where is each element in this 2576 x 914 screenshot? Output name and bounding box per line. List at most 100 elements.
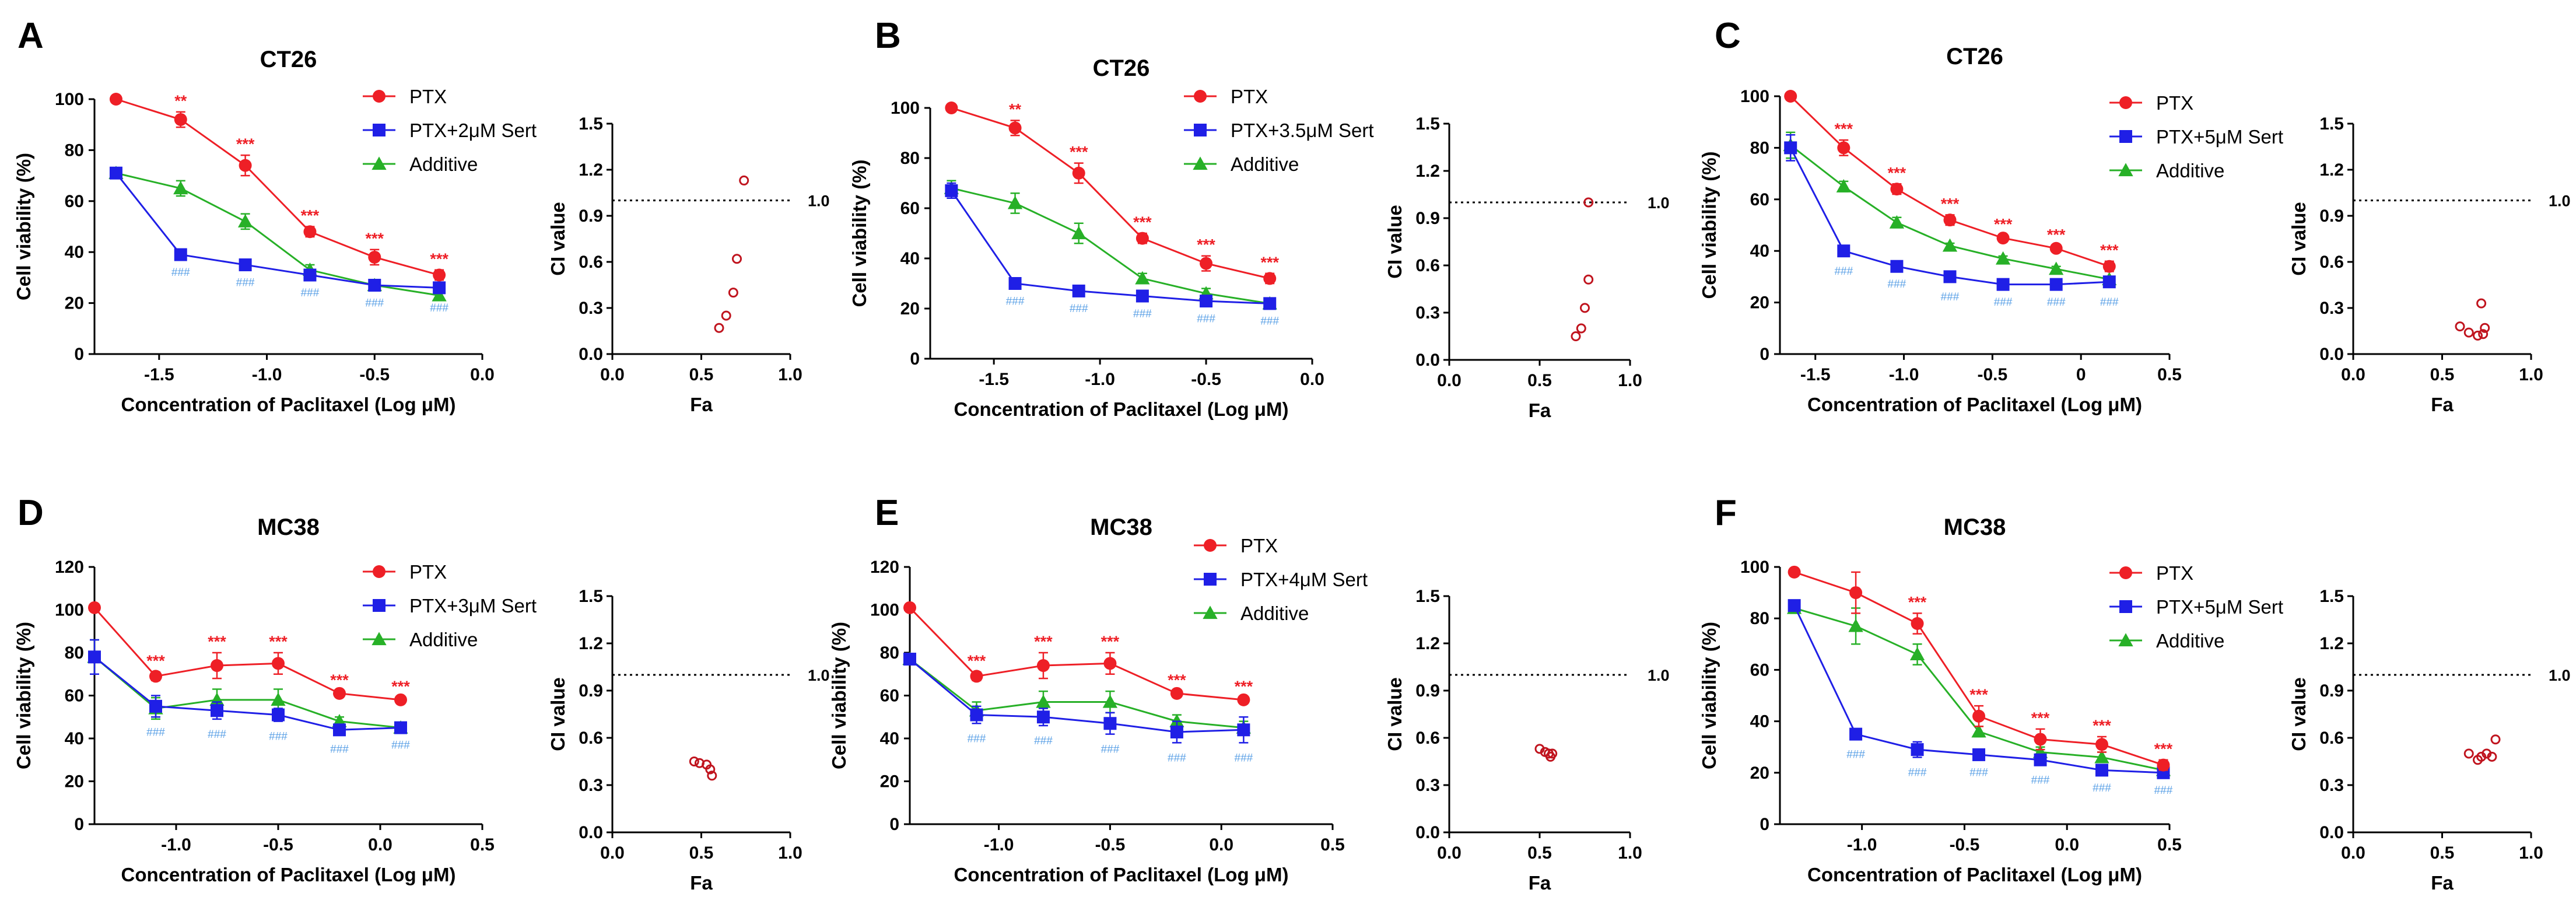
data-point [1848,618,1863,632]
significance-stars: *** [968,652,986,670]
data-point [1837,141,1850,155]
series-line [951,187,1270,304]
y-tick-label: 0 [1760,345,1769,364]
y-tick-label: 0 [74,345,84,364]
series-line [909,658,1244,729]
significance-hashes: ### [1197,313,1215,325]
significance-hashes: ### [236,276,255,289]
data-point [1169,713,1184,727]
x-tick-label: -1.5 [1800,365,1831,384]
series-ptx-sert [1784,134,2116,291]
x-axis-label: Concentration of Paclitaxel (Log μM) [1807,394,2142,415]
ci-y-tick-label: 1.5 [2319,114,2344,134]
data-point [1942,238,1958,252]
legend: PTX PTX+5μM Sert Additive [2109,92,2283,181]
y-tick-label: 20 [1750,293,1769,313]
legend-label: Additive [2156,160,2224,181]
ci-plot: 0.0 0.3 0.6 0.9 1.2 1.5 0.0 0.5 1.0 Fa CI value 1.0 [1384,114,1670,421]
ci-y-tick-label: 1.2 [1415,634,1440,653]
data-point [1909,647,1925,661]
ci-point [2463,327,2474,338]
legend-marker [2119,600,2132,613]
data-point [368,279,381,292]
series-line [115,98,440,276]
significance-stars: *** [430,250,448,268]
y-tick-label: 0 [74,815,84,834]
chart-title: CT26 [1946,44,2003,69]
panel-c: C CT26 0 20 40 60 80 100 -1.5 -1.0 -0.5 0 0.5 Concent… [1698,16,2571,415]
series-line [909,607,1244,701]
significance-stars: *** [1835,120,1853,138]
ci-y-tick-label: 0.3 [2319,776,2344,795]
data-point [333,687,346,700]
ci-point [714,323,724,333]
ci-point [2463,748,2474,759]
x-axis-label: Concentration of Paclitaxel (Log μM) [1807,864,2142,885]
legend-marker [371,156,387,170]
ci-x-tick-label: 0.0 [2341,365,2365,384]
ci-x-tick-label: 0.5 [689,843,714,863]
ci-x-axis-label: Fa [690,394,713,415]
ci-x-axis-label: Fa [690,872,713,894]
data-point [211,704,223,717]
ci-point [1580,303,1590,313]
legend-marker [373,124,385,136]
y-tick-label: 20 [1750,764,1769,783]
significance-stars: *** [1260,254,1279,271]
series-line [115,172,440,296]
significance-hashes: ### [1260,316,1279,328]
data-point [1836,179,1851,192]
x-tick-label: 0.0 [368,835,392,855]
legend-marker [1193,156,1208,170]
y-tick-label: 0 [1760,815,1769,834]
data-point [1036,710,1050,724]
y-axis-label: Cell viability (%) [849,159,870,307]
data-point [1007,195,1023,209]
significance-stars: *** [301,207,320,225]
x-tick-label: -0.5 [359,365,390,384]
ci-x-tick-label: 0.0 [1437,843,1462,863]
significance-stars: *** [1969,686,1988,703]
x-tick-label: -1.0 [1085,370,1115,389]
y-tick-label: 120 [55,558,84,577]
data-point [1071,226,1087,240]
data-point [945,184,958,197]
data-point [1135,271,1150,285]
ci-y-tick-label: 0.9 [1415,209,1440,228]
significance-hashes: ### [2093,782,2111,794]
legend-label: PTX [1240,535,1278,556]
legend-marker [1194,124,1207,136]
ci-y-tick-label: 0.6 [2319,253,2344,272]
legend: PTX PTX+2μM Sert Additive [363,86,537,175]
legend: PTX PTX+3.5μM Sert Additive [1184,86,1374,175]
data-point [368,250,381,264]
data-point [1170,725,1183,738]
ci-y-tick-label: 0.0 [579,345,603,364]
ci-point [739,175,749,185]
series-line [94,656,401,731]
legend-label: PTX [409,561,447,583]
y-tick-label: 80 [1750,609,1769,628]
y-tick-label: 20 [880,772,899,792]
data-point [1890,183,1904,196]
panel-a: A CT26 0 20 40 60 80 100 -1.5 -1.0 -0.5 0.0 Concentr… [13,16,830,415]
ci-x-tick-label: 1.0 [2519,365,2543,384]
panel-letter: F [1715,493,1737,533]
legend: PTX PTX+5μM Sert Additive [2109,562,2283,652]
x-axis-label: Concentration of Paclitaxel (Log μM) [121,864,456,885]
ci-y-tick-label: 0.3 [1415,303,1440,323]
series-ptx [903,601,1250,706]
x-tick-label: -1.0 [161,835,191,855]
significance-stars: *** [2154,740,2173,758]
significance-hashes: ### [208,729,226,741]
significance-hashes: ### [2047,296,2066,309]
data-point [2049,278,2063,291]
y-tick-label: 40 [1750,241,1769,261]
legend-label: Additive [409,629,478,650]
ci-y-tick-label: 0.6 [579,729,603,748]
data-point [237,214,253,227]
significance-hashes: ### [1101,744,1120,756]
series-line [951,190,1270,304]
ci-y-tick-label: 1.5 [2319,587,2344,606]
data-point [1889,215,1905,229]
